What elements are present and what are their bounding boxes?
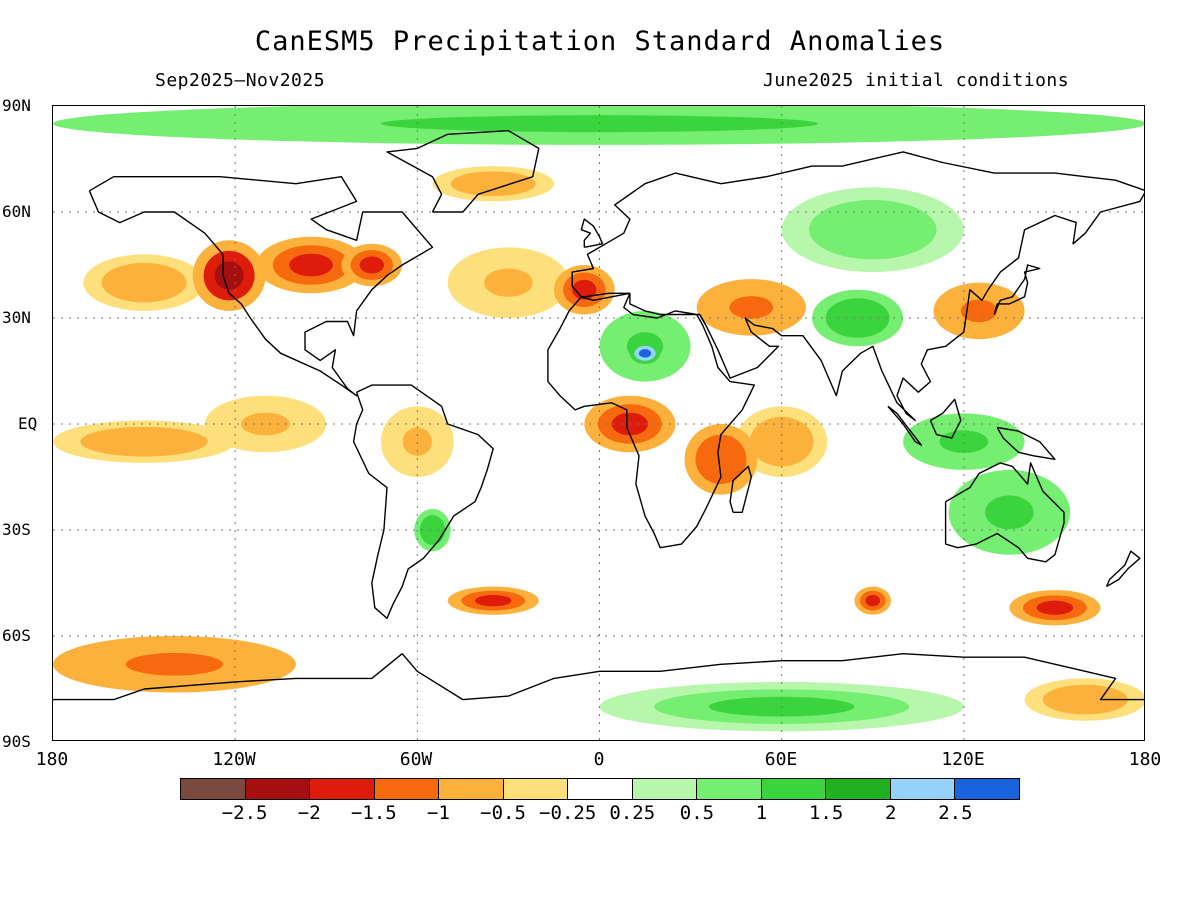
colorbar-swatch <box>245 779 311 799</box>
lon-label-120e: 120E <box>941 749 985 770</box>
lat-label-90s: 90S <box>2 732 31 751</box>
lat-label-30n: 30N <box>2 308 31 327</box>
coastline-north-america <box>88 175 434 397</box>
anomaly-region-siberia <box>836 212 910 247</box>
anomaly-region-antarctica-ross <box>1060 691 1110 709</box>
coastline-africa-eurasia <box>547 151 1144 549</box>
anomaly-region-north-atlantic <box>484 268 533 297</box>
anomaly-region-west-north-america <box>214 261 244 290</box>
coastline-new-zealand <box>1105 550 1141 588</box>
lat-label-eq: EQ <box>18 414 38 433</box>
colorbar-swatch <box>697 779 762 799</box>
coastline-madagascar <box>729 465 752 513</box>
colorbar <box>180 778 1020 800</box>
anomaly-region-central-north-america <box>289 253 333 277</box>
chart-title: CanESM5 Precipitation Standard Anomalies <box>254 26 946 57</box>
anomaly-region-sahara-core <box>638 349 652 358</box>
coastline-south-america <box>352 384 494 619</box>
colorbar-label: −2.5 <box>221 802 268 824</box>
anomaly-region-south-atlantic <box>475 595 512 607</box>
anomaly-map <box>53 106 1144 740</box>
coastline-japan <box>993 264 1041 315</box>
colorbar-label: −0.5 <box>480 802 526 824</box>
lat-label-30s: 30S <box>2 520 31 539</box>
lat-label-60n: 60N <box>2 202 31 221</box>
lon-label-0: 0 <box>593 749 605 770</box>
colorbar-swatch <box>826 779 891 799</box>
lon-label-60w: 60W <box>399 749 433 770</box>
coastline-indonesia <box>887 405 922 446</box>
coastline-arabia-split <box>699 314 707 326</box>
lon-label-180e: 180 <box>1128 749 1162 770</box>
colorbar-label: 1 <box>755 802 768 824</box>
colorbar-swatch <box>955 779 1019 799</box>
coastline-australia <box>944 462 1065 563</box>
lat-label-90n: 90N <box>2 96 31 115</box>
initial-conditions-label: June2025 initial conditions <box>763 70 1070 91</box>
coastline-antarctica <box>53 653 1144 701</box>
anomaly-region-south-pacific-west <box>1036 600 1074 615</box>
lon-label-60e: 60E <box>764 749 798 770</box>
anomaly-region-southern-ocean-pacific <box>125 652 224 676</box>
anomaly-region-east-africa <box>706 445 736 474</box>
coastline-borneo <box>929 398 962 439</box>
anomaly-region-east-pacific <box>241 412 290 436</box>
anomaly-region-maritime-continent <box>939 430 989 453</box>
anomaly-region-tropical-pacific <box>107 433 181 451</box>
colorbar-swatch <box>374 779 440 799</box>
anomaly-region-east-china-japan <box>960 299 998 323</box>
coastline-uk <box>580 218 604 248</box>
colorbar-label: −0.25 <box>539 802 597 824</box>
map-panel <box>52 105 1145 741</box>
anomaly-region-indian-ocean-west <box>763 427 800 456</box>
lon-label-180w: 180 <box>35 749 69 770</box>
colorbar-label: −1 <box>427 802 450 824</box>
anomaly-region-north-pacific-east <box>119 271 169 294</box>
colorbar-label: 0.25 <box>609 802 656 824</box>
colorbar-swatch <box>761 779 827 799</box>
colorbar-label: 2.5 <box>938 802 973 824</box>
colorbar-swatch <box>181 779 246 799</box>
lat-label-60s: 60S <box>2 626 31 645</box>
colorbar-swatch <box>890 779 956 799</box>
anomaly-region-north-atlantic-high <box>468 176 518 191</box>
anomaly-region-iberia <box>572 279 597 300</box>
colorbar-swatch <box>503 779 569 799</box>
anomaly-region-south-indian-east <box>865 595 881 607</box>
colorbar-label: 0.5 <box>679 802 715 824</box>
colorbar-swatch <box>568 779 633 799</box>
colorbar-swatch <box>632 779 698 799</box>
colorbar-swatch <box>310 779 375 799</box>
coastline-greenland <box>386 130 540 213</box>
anomaly-region-australia <box>985 495 1034 530</box>
anomaly-region-south-america-south <box>425 521 440 539</box>
colorbar-swatch <box>439 779 504 799</box>
lon-label-120w: 120W <box>212 749 256 770</box>
anomaly-region-south-america-north <box>402 427 432 456</box>
anomaly-region-middle-east <box>729 296 774 319</box>
colorbar-label: −1.5 <box>350 802 397 824</box>
coastline-new-guinea <box>996 426 1056 460</box>
anomaly-region-great-lakes-canada <box>359 256 384 274</box>
anomaly-region-asia-central <box>839 306 876 330</box>
colorbar-label: 1.5 <box>808 802 844 824</box>
colorbar-label: 2 <box>885 802 897 824</box>
forecast-period: Sep2025–Nov2025 <box>155 70 326 91</box>
colorbar-label: −2 <box>297 802 321 824</box>
